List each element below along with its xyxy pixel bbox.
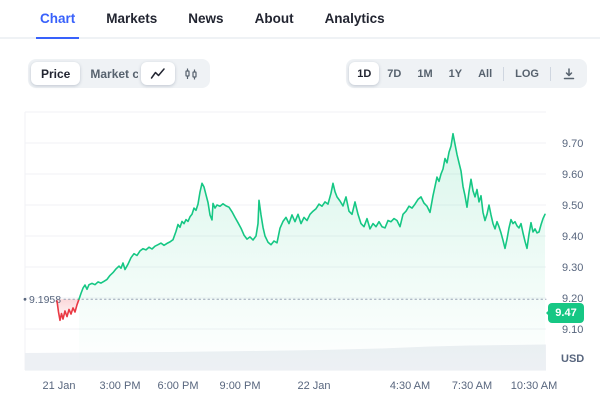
x-axis-label: 21 Jan: [42, 380, 75, 392]
price-line-down: [56, 298, 80, 322]
tab-markets[interactable]: Markets: [106, 11, 158, 26]
price-toggle-button[interactable]: Price: [31, 62, 81, 85]
price-chart[interactable]: 9.70 9.60 9.50 9.40 9.30 9.20 9.10 USD 21 Jan 3:0…: [0, 100, 600, 403]
tab-analytics[interactable]: Analytics: [324, 11, 385, 26]
x-axis-label: 3:00 PM: [100, 380, 141, 392]
x-axis-label: 4:30 AM: [390, 380, 430, 392]
y-axis-label: 9.30: [562, 262, 583, 274]
log-scale-button[interactable]: LOG: [515, 67, 539, 80]
candlestick-icon: [185, 68, 197, 79]
price-area-up: [79, 133, 545, 370]
chart-toolbar: Price Market cap 1D 7D 1M 1Y All L: [0, 59, 600, 88]
download-icon: [563, 67, 575, 79]
x-axis-label: 10:30 AM: [511, 380, 557, 392]
range-all-button[interactable]: All: [478, 67, 493, 80]
open-price-dot: [23, 297, 27, 301]
tab-about[interactable]: About: [254, 11, 294, 26]
open-price-label: 9.1958: [29, 294, 61, 306]
currency-label: USD: [561, 353, 584, 365]
current-price-badge: 9.47: [546, 303, 584, 323]
y-axis-label: 9.60: [562, 169, 583, 181]
y-axis-label: 9.50: [562, 200, 583, 212]
x-axis-label: 22 Jan: [297, 380, 330, 392]
y-axis-label: 9.10: [562, 324, 583, 336]
toolbar-divider: [503, 66, 505, 81]
chart-area: 9.70 9.60 9.50 9.40 9.30 9.20 9.10 USD 21 Jan 3:0…: [0, 100, 600, 403]
marketcap-toggle-button[interactable]: Market cap: [90, 66, 154, 81]
line-chart-button[interactable]: [141, 62, 175, 85]
range-1m-button[interactable]: 1M: [417, 67, 433, 80]
chart-type-toggle: [138, 59, 210, 88]
tab-chart[interactable]: Chart: [36, 0, 80, 39]
range-1d-button[interactable]: 1D: [349, 62, 380, 85]
range-toggle: 1D 7D 1M 1Y All LOG: [346, 59, 587, 88]
download-button[interactable]: [554, 62, 584, 85]
y-axis-label: 9.20: [562, 293, 583, 305]
tab-bar: Chart Markets News About Analytics: [0, 0, 600, 39]
range-1y-button[interactable]: 1Y: [448, 67, 463, 80]
toolbar-divider: [550, 66, 551, 81]
x-axis-label: 7:30 AM: [452, 380, 492, 392]
y-axis-label: 9.40: [562, 231, 583, 243]
x-axis-label: 9:00 PM: [220, 380, 261, 392]
tab-news[interactable]: News: [188, 11, 224, 26]
x-axis-label: 6:00 PM: [158, 380, 199, 392]
y-axis-label: 9.70: [562, 138, 583, 150]
candlestick-chart-button[interactable]: [175, 62, 207, 85]
line-chart-icon: [150, 68, 165, 79]
range-7d-button[interactable]: 7D: [387, 67, 402, 80]
price-line-up: [78, 132, 546, 300]
